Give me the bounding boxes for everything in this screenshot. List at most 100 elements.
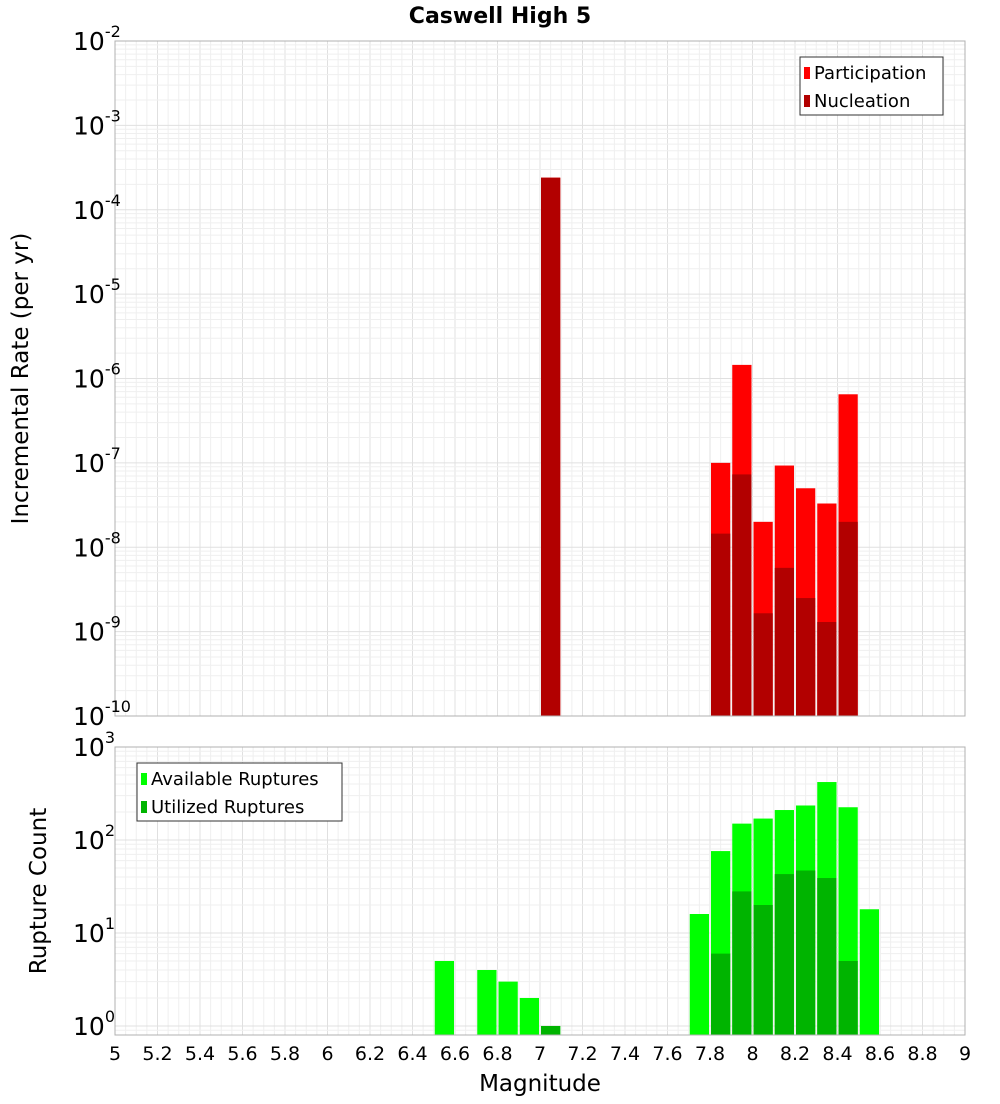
- x-tick-label: 9: [959, 1043, 971, 1065]
- bars: [541, 177, 858, 716]
- y-tick-base: 10: [73, 618, 105, 647]
- x-tick-label: 6.4: [397, 1043, 427, 1065]
- bar-utilized-ruptures: [774, 874, 794, 1035]
- legend-swatch: [141, 801, 147, 813]
- y-tick-label: 10-2: [73, 22, 121, 56]
- bar-utilized-ruptures: [796, 870, 816, 1035]
- legend: Available Ruptures Utilized Ruptures: [136, 762, 343, 822]
- y-tick-exponent: -3: [105, 106, 121, 125]
- x-tick-label: 5.4: [185, 1043, 215, 1065]
- y-tick-exponent: 0: [105, 1007, 115, 1026]
- x-tick-label: 5.6: [227, 1043, 257, 1065]
- y-tick-base: 10: [73, 27, 105, 56]
- y-tick-exponent: 3: [105, 728, 115, 747]
- panel-0: 10-1010-910-810-710-610-510-410-310-2Inc…: [8, 22, 966, 731]
- x-tick-label: 6.6: [440, 1043, 470, 1065]
- y-tick-label: 10-3: [73, 106, 121, 140]
- y-tick-label: 100: [73, 1007, 115, 1041]
- y-tick-label: 102: [73, 821, 115, 855]
- x-tick-label: 8: [746, 1043, 758, 1065]
- bar-utilized-ruptures: [838, 960, 858, 1035]
- y-tick-exponent: 2: [105, 821, 115, 840]
- y-tick-label: 10-5: [73, 275, 121, 309]
- bar-utilized-ruptures: [541, 1025, 561, 1035]
- y-tick-base: 10: [73, 733, 105, 762]
- x-tick-label: 8.4: [822, 1043, 852, 1065]
- bar-utilized-ruptures: [732, 891, 752, 1035]
- y-tick-base: 10: [73, 449, 105, 478]
- bars: [434, 782, 879, 1035]
- legend-entry: Available Ruptures: [151, 769, 319, 790]
- legend-box: [799, 56, 944, 116]
- x-tick-label: 6.8: [482, 1043, 512, 1065]
- y-axis-label: Incremental Rate (per yr): [8, 233, 34, 525]
- y-axis-label: Rupture Count: [26, 808, 52, 974]
- x-tick-label: 6: [321, 1043, 333, 1065]
- x-tick-label: 7.6: [652, 1043, 682, 1065]
- y-tick-base: 10: [73, 919, 105, 948]
- bar-utilized-ruptures: [711, 953, 731, 1035]
- bar-nucleation: [796, 598, 816, 716]
- bar-nucleation: [774, 567, 794, 716]
- y-tick-exponent: -8: [105, 528, 121, 547]
- x-tick-label: 8.6: [865, 1043, 895, 1065]
- y-tick-exponent: -10: [105, 697, 131, 716]
- y-tick-exponent: -6: [105, 360, 121, 379]
- x-tick-label: 6.2: [355, 1043, 385, 1065]
- legend-box: [136, 762, 343, 822]
- x-tick-label: 5.2: [142, 1043, 172, 1065]
- plot-border: [114, 40, 966, 717]
- y-tick-exponent: -9: [105, 613, 121, 632]
- y-tick-label: 10-8: [73, 528, 121, 562]
- x-tick-label: 7.8: [695, 1043, 725, 1065]
- x-tick-label: 8.2: [780, 1043, 810, 1065]
- x-tick-label: 8.8: [907, 1043, 937, 1065]
- bar-nucleation: [817, 622, 837, 716]
- bar-utilized-ruptures: [817, 878, 837, 1035]
- y-tick-label: 10-10: [73, 697, 131, 731]
- y-tick-exponent: -2: [105, 22, 121, 41]
- legend-swatch: [804, 95, 810, 107]
- y-tick-label: 10-7: [73, 444, 121, 478]
- bar-nucleation: [711, 533, 731, 716]
- legend-entry: Participation: [814, 63, 926, 84]
- y-tick-exponent: -4: [105, 191, 121, 210]
- y-tick-base: 10: [73, 533, 105, 562]
- y-tick-base: 10: [73, 196, 105, 225]
- y-tick-exponent: 1: [105, 914, 115, 933]
- x-tick-label: 7.2: [567, 1043, 597, 1065]
- y-tick-base: 10: [73, 280, 105, 309]
- x-tick-label: 7.4: [610, 1043, 640, 1065]
- y-tick-base: 10: [73, 111, 105, 140]
- x-tick-label: 7: [534, 1043, 546, 1065]
- x-tick-label: 5: [109, 1043, 121, 1065]
- x-axis-label: Magnitude: [479, 1071, 601, 1097]
- chart-title: Caswell High 5: [409, 4, 591, 29]
- y-tick-base: 10: [73, 1012, 105, 1041]
- bar-nucleation: [838, 521, 858, 716]
- y-tick-base: 10: [73, 702, 105, 731]
- grid-lines: [114, 40, 966, 717]
- bar-available-ruptures: [434, 960, 454, 1035]
- y-tick-label: 10-6: [73, 360, 121, 394]
- bar-available-ruptures: [689, 914, 709, 1035]
- bar-available-ruptures: [519, 997, 539, 1035]
- y-tick-label: 10-4: [73, 191, 121, 225]
- bar-available-ruptures: [498, 981, 518, 1035]
- bar-nucleation: [732, 474, 752, 716]
- bar-utilized-ruptures: [753, 904, 773, 1035]
- legend-entry: Utilized Ruptures: [151, 797, 304, 818]
- bar-nucleation: [753, 613, 773, 716]
- plot-border: [114, 746, 966, 1036]
- x-tick-label: 5.8: [270, 1043, 300, 1065]
- legend-entry: Nucleation: [814, 91, 910, 112]
- legend: Participation Nucleation: [799, 56, 944, 116]
- y-tick-label: 101: [73, 914, 115, 948]
- bar-nucleation: [541, 177, 561, 716]
- y-tick-exponent: -7: [105, 444, 121, 463]
- y-tick-base: 10: [73, 365, 105, 394]
- legend-swatch: [804, 67, 810, 79]
